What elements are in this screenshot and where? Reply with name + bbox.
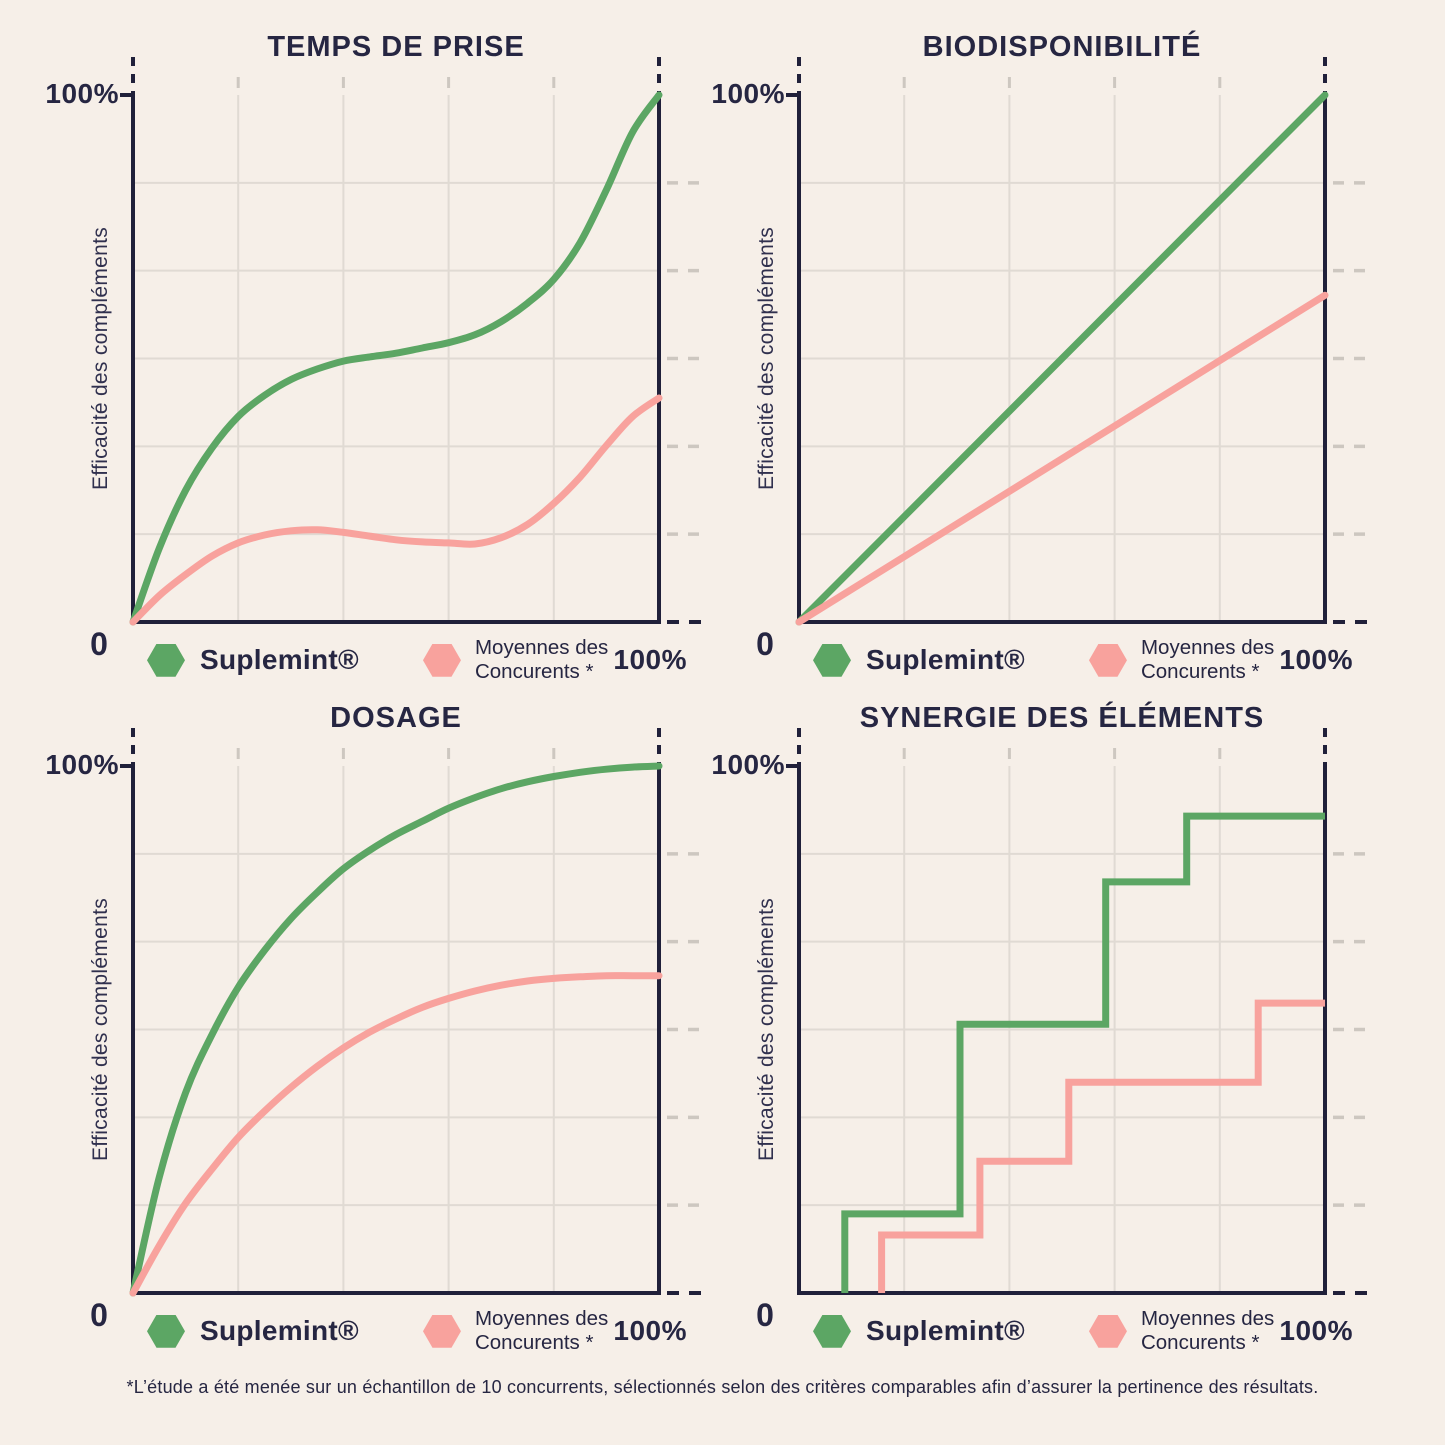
origin-label: 0 xyxy=(90,1297,108,1333)
suplemint-label: Suplemint® xyxy=(200,1315,359,1347)
chart-title: DOSAGE xyxy=(330,702,462,734)
legend-item-competitors: Moyennes des Concurents * xyxy=(1088,636,1275,684)
legend: Suplemint® Moyennes des Concurents * 100% xyxy=(147,1307,687,1355)
suplemint-label: Suplemint® xyxy=(866,1315,1025,1347)
competitors-hexagon-icon xyxy=(422,643,461,677)
suplemint-hexagon-icon xyxy=(147,643,185,677)
legend: Suplemint® Moyennes des Concurents * 100% xyxy=(813,1307,1353,1355)
competitors-label: Moyennes des Concurents * xyxy=(1140,636,1275,684)
y-axis-max-label: 100% xyxy=(711,78,785,109)
competitors-label: Moyennes des Concurents * xyxy=(474,1307,609,1355)
chart-title: TEMPS DE PRISE xyxy=(267,31,525,63)
chart-plot xyxy=(786,57,1367,626)
legend: Suplemint® Moyennes des Concurents * 100% xyxy=(147,636,687,684)
suplemint-label: Suplemint® xyxy=(200,644,359,676)
origin-label: 0 xyxy=(90,626,108,662)
suplemint-label: Suplemint® xyxy=(866,644,1025,676)
x-axis-max-label: 100% xyxy=(613,644,687,676)
y-axis-max-label: 100% xyxy=(45,78,119,109)
chart-plot xyxy=(120,57,701,626)
legend-item-suplemint: Suplemint® xyxy=(147,1314,359,1348)
suplemint-hexagon-icon xyxy=(813,1314,851,1348)
y-axis-max-label: 100% xyxy=(711,749,785,780)
competitors-hexagon-icon xyxy=(1088,643,1127,677)
chart-title: BIODISPONIBILITÉ xyxy=(922,31,1202,63)
legend-item-competitors: Moyennes des Concurents * xyxy=(422,1307,609,1355)
origin-label: 0 xyxy=(756,1297,774,1333)
x-axis-max-label: 100% xyxy=(613,1315,687,1347)
suplemint-hexagon-icon xyxy=(147,1314,185,1348)
chart-plot xyxy=(120,728,701,1297)
x-axis-max-label: 100% xyxy=(1279,1315,1353,1347)
competitors-hexagon-icon xyxy=(1088,1314,1127,1348)
legend-item-suplemint: Suplemint® xyxy=(813,1314,1025,1348)
competitors-label: Moyennes des Concurents * xyxy=(474,636,609,684)
legend-item-suplemint: Suplemint® xyxy=(147,643,359,677)
legend-item-suplemint: Suplemint® xyxy=(813,643,1025,677)
legend-item-competitors: Moyennes des Concurents * xyxy=(1088,1307,1275,1355)
footnote: *L’étude a été menée sur un échantillon … xyxy=(126,1377,1319,1397)
chart-plot xyxy=(786,728,1367,1295)
suplemint-hexagon-icon xyxy=(813,643,851,677)
x-axis-max-label: 100% xyxy=(1279,644,1353,676)
y-axis-max-label: 100% xyxy=(45,749,119,780)
competitors-hexagon-icon xyxy=(422,1314,461,1348)
competitors-label: Moyennes des Concurents * xyxy=(1140,1307,1275,1355)
legend: Suplemint® Moyennes des Concurents * 100% xyxy=(813,636,1353,684)
chart-title: SYNERGIE DES ÉLÉMENTS xyxy=(859,702,1265,734)
legend-item-competitors: Moyennes des Concurents * xyxy=(422,636,609,684)
origin-label: 0 xyxy=(756,626,774,662)
